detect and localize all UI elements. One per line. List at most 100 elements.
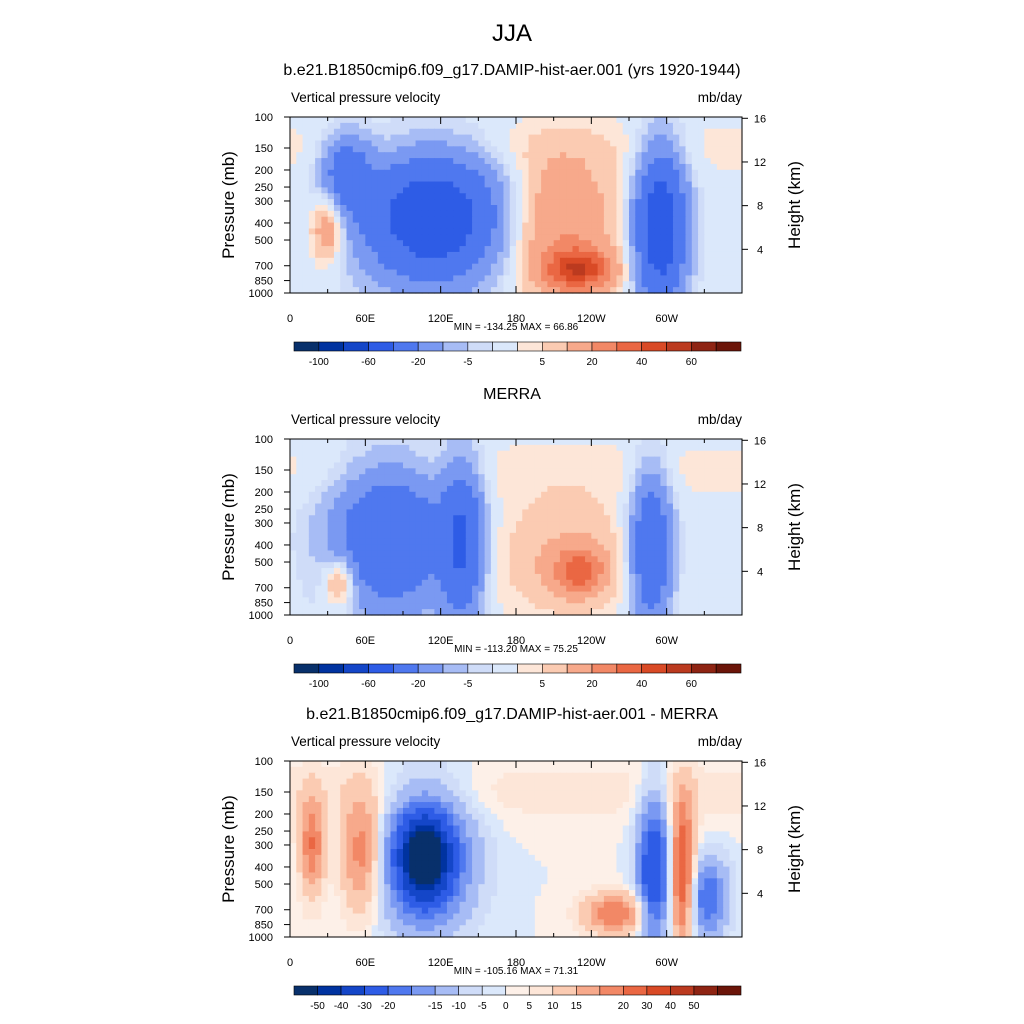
field-cell [528,573,536,581]
field-cell [559,515,567,522]
field-cell [704,790,712,797]
field-cell [672,544,680,552]
field-cell [308,509,316,516]
field-cell [591,462,599,469]
colorbar-label: 20 [586,357,598,368]
field-cell [616,778,624,786]
field-cell [585,603,592,610]
field-cell [679,187,687,194]
field-cell [359,591,366,598]
field-cell [434,462,442,469]
field-cell [685,784,693,791]
field-cell [585,532,592,540]
field-cell [685,269,693,276]
field-cell [654,117,661,124]
field-cell [654,275,661,282]
field-cell [340,591,348,598]
field-cell [321,263,329,271]
field-cell [516,228,523,235]
field-cell [384,117,392,124]
field-cell [541,568,548,575]
field-cell [302,228,310,235]
field-cell [497,140,505,147]
field-cell [622,585,630,593]
field-cell [641,521,649,528]
field-cell [434,181,442,188]
field-cell [522,193,530,200]
field-cell [359,562,366,569]
field-cell [340,163,348,171]
field-cell [315,281,322,288]
field-cell [534,603,542,610]
field-cell [691,562,699,569]
field-cell [453,450,461,458]
field-cell [459,281,467,288]
field-cell [641,140,649,147]
field-cell [497,246,505,253]
field-cell [710,281,718,288]
field-cell [509,228,517,235]
field-cell [308,474,316,481]
field-cell [610,439,618,446]
field-cell [522,234,530,241]
field-cell [428,210,435,218]
field-cell [528,175,536,183]
field-cell [654,240,661,247]
field-cell [290,515,297,522]
field-cell [541,456,548,464]
field-cell [365,140,373,147]
field-cell [591,269,599,276]
field-cell [685,439,693,446]
field-cell [516,474,523,481]
field-cell [403,509,410,516]
colorbar-label: -20 [411,679,426,690]
field-cell [321,246,329,253]
field-cell [390,146,398,153]
field-cell [415,509,423,516]
field-cell [585,158,592,165]
field-cell [704,609,712,616]
field-cell [359,450,366,458]
field-cell [409,521,417,528]
field-cell [327,169,335,177]
field-cell [704,439,712,446]
field-cell [472,275,479,282]
field-cell [497,550,505,557]
field-cell [327,474,335,481]
field-cell [516,251,523,259]
field-cell [622,128,630,136]
field-cell [472,573,479,581]
field-cell [296,163,304,171]
field-cell [635,450,643,458]
field-cell [403,234,410,241]
field-cell [459,140,467,147]
field-cell [315,532,322,540]
field-cell [327,240,335,247]
field-cell [503,117,511,124]
field-cell [635,790,643,797]
field-cell [503,281,511,288]
field-cell [528,228,536,235]
field-cell [572,444,580,452]
field-cell [729,193,737,200]
field-cell [327,205,335,212]
field-cell [371,269,379,276]
field-cell [390,187,398,194]
field-cell [409,772,417,780]
field-cell [421,521,429,528]
field-cell [610,199,618,206]
field-cell [647,246,655,253]
field-cell [610,117,618,124]
field-cell [302,573,310,581]
field-cell [698,275,705,282]
field-cell [390,603,398,610]
field-cell [327,790,335,797]
field-cell [459,556,467,563]
field-cell [622,444,630,452]
field-cell [610,568,618,575]
field-cell [641,122,649,130]
field-cell [710,134,718,142]
field-cell [622,532,630,540]
field-cell [691,474,699,481]
field-cell [735,761,743,768]
